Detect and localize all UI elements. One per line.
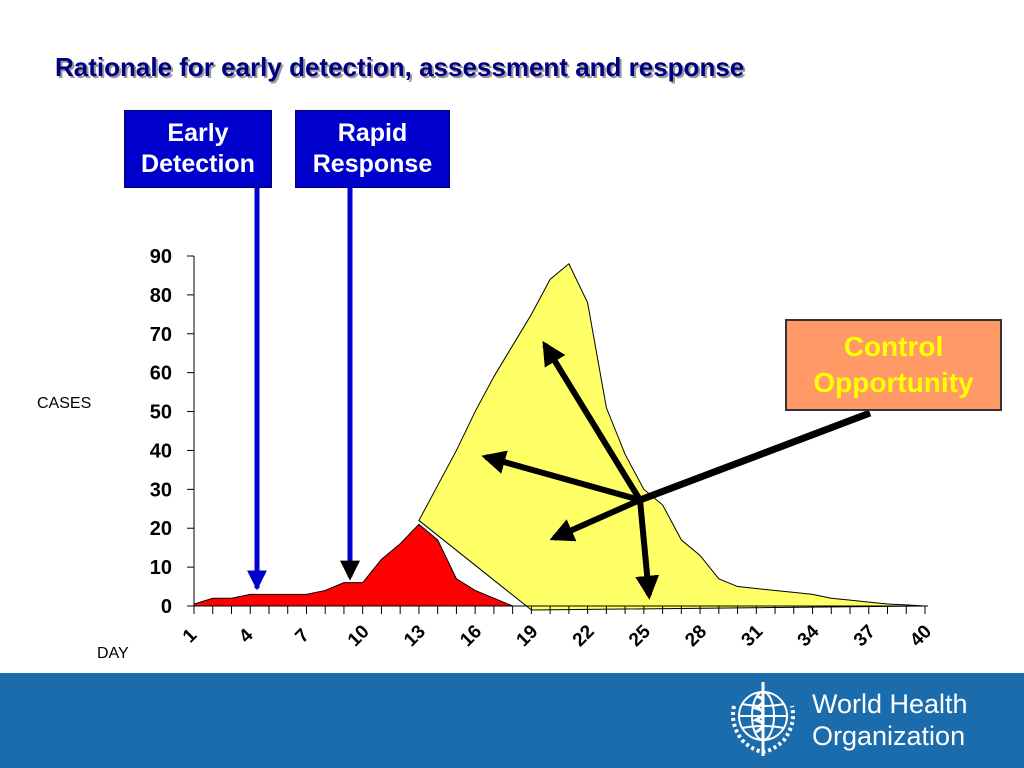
slide-title: Rationale for early detection, assessmen…	[55, 52, 745, 82]
x-tick-label: 4	[235, 625, 258, 648]
who-wordmark: World Health Organization	[812, 688, 968, 752]
x-axis-label: DAY	[97, 645, 129, 662]
x-tick-label: 16	[456, 621, 486, 651]
y-tick-label: 70	[150, 324, 172, 346]
x-tick-label: 34	[794, 621, 824, 651]
footer-bar	[0, 673, 1024, 768]
x-tick-label: 19	[513, 621, 543, 651]
rapid-response-box: Rapid Response	[295, 110, 450, 188]
x-tick-label: 1	[179, 625, 202, 648]
control-opportunity-box: Control Opportunity	[785, 319, 1002, 411]
y-tick-label: 10	[150, 557, 172, 579]
who-wordmark-line-1: World Health	[812, 689, 968, 719]
x-tick-label: 25	[625, 621, 655, 651]
control-arrow-lower-left	[549, 497, 642, 542]
y-tick-label: 80	[150, 285, 172, 307]
early-detection-line-1: Early	[167, 119, 229, 147]
y-tick-label: 90	[150, 246, 172, 268]
yellow-area-series	[418, 262, 926, 611]
y-tick-label: 60	[150, 363, 172, 385]
x-tick-label: 22	[569, 621, 599, 651]
y-tick-label: 0	[161, 596, 172, 618]
who-emblem-icon	[731, 682, 795, 756]
rapid-response-line-2: Response	[312, 150, 433, 178]
control-arrow-left	[481, 450, 641, 503]
rapid-response-line-1: Rapid	[337, 119, 408, 147]
y-tick-label: 40	[150, 440, 172, 462]
control-arrow-up	[542, 340, 643, 502]
early-detection-line-2: Detection	[141, 150, 255, 178]
y-tick-label: 30	[150, 479, 172, 501]
epidemic-curve-chart: 0 10 20 30 40 50 60 70 80 90 1 4 7 10 13 16 19 22 25 28 31 34…	[150, 188, 936, 651]
early-detection-box: Early Detection	[124, 110, 272, 188]
x-tick-label: 10	[344, 621, 374, 651]
control-opportunity-line-1: Control	[843, 331, 944, 362]
x-tick-label: 7	[291, 625, 313, 647]
x-tick-label: 37	[850, 621, 880, 651]
red-area-series	[193, 523, 532, 607]
who-wordmark-line-2: Organization	[812, 721, 966, 751]
x-tick-label: 40	[906, 621, 936, 651]
y-tick-label: 20	[150, 518, 172, 540]
control-opportunity-line-2: Opportunity	[813, 367, 974, 398]
y-tick-label: 50	[150, 402, 172, 424]
x-tick-label: 28	[681, 621, 711, 651]
control-arrow-down	[635, 499, 660, 600]
x-tick-label: 13	[400, 621, 430, 651]
x-tick-label: 31	[738, 621, 768, 651]
y-axis-label: CASES	[37, 395, 92, 412]
control-pointer-line	[638, 409, 872, 504]
